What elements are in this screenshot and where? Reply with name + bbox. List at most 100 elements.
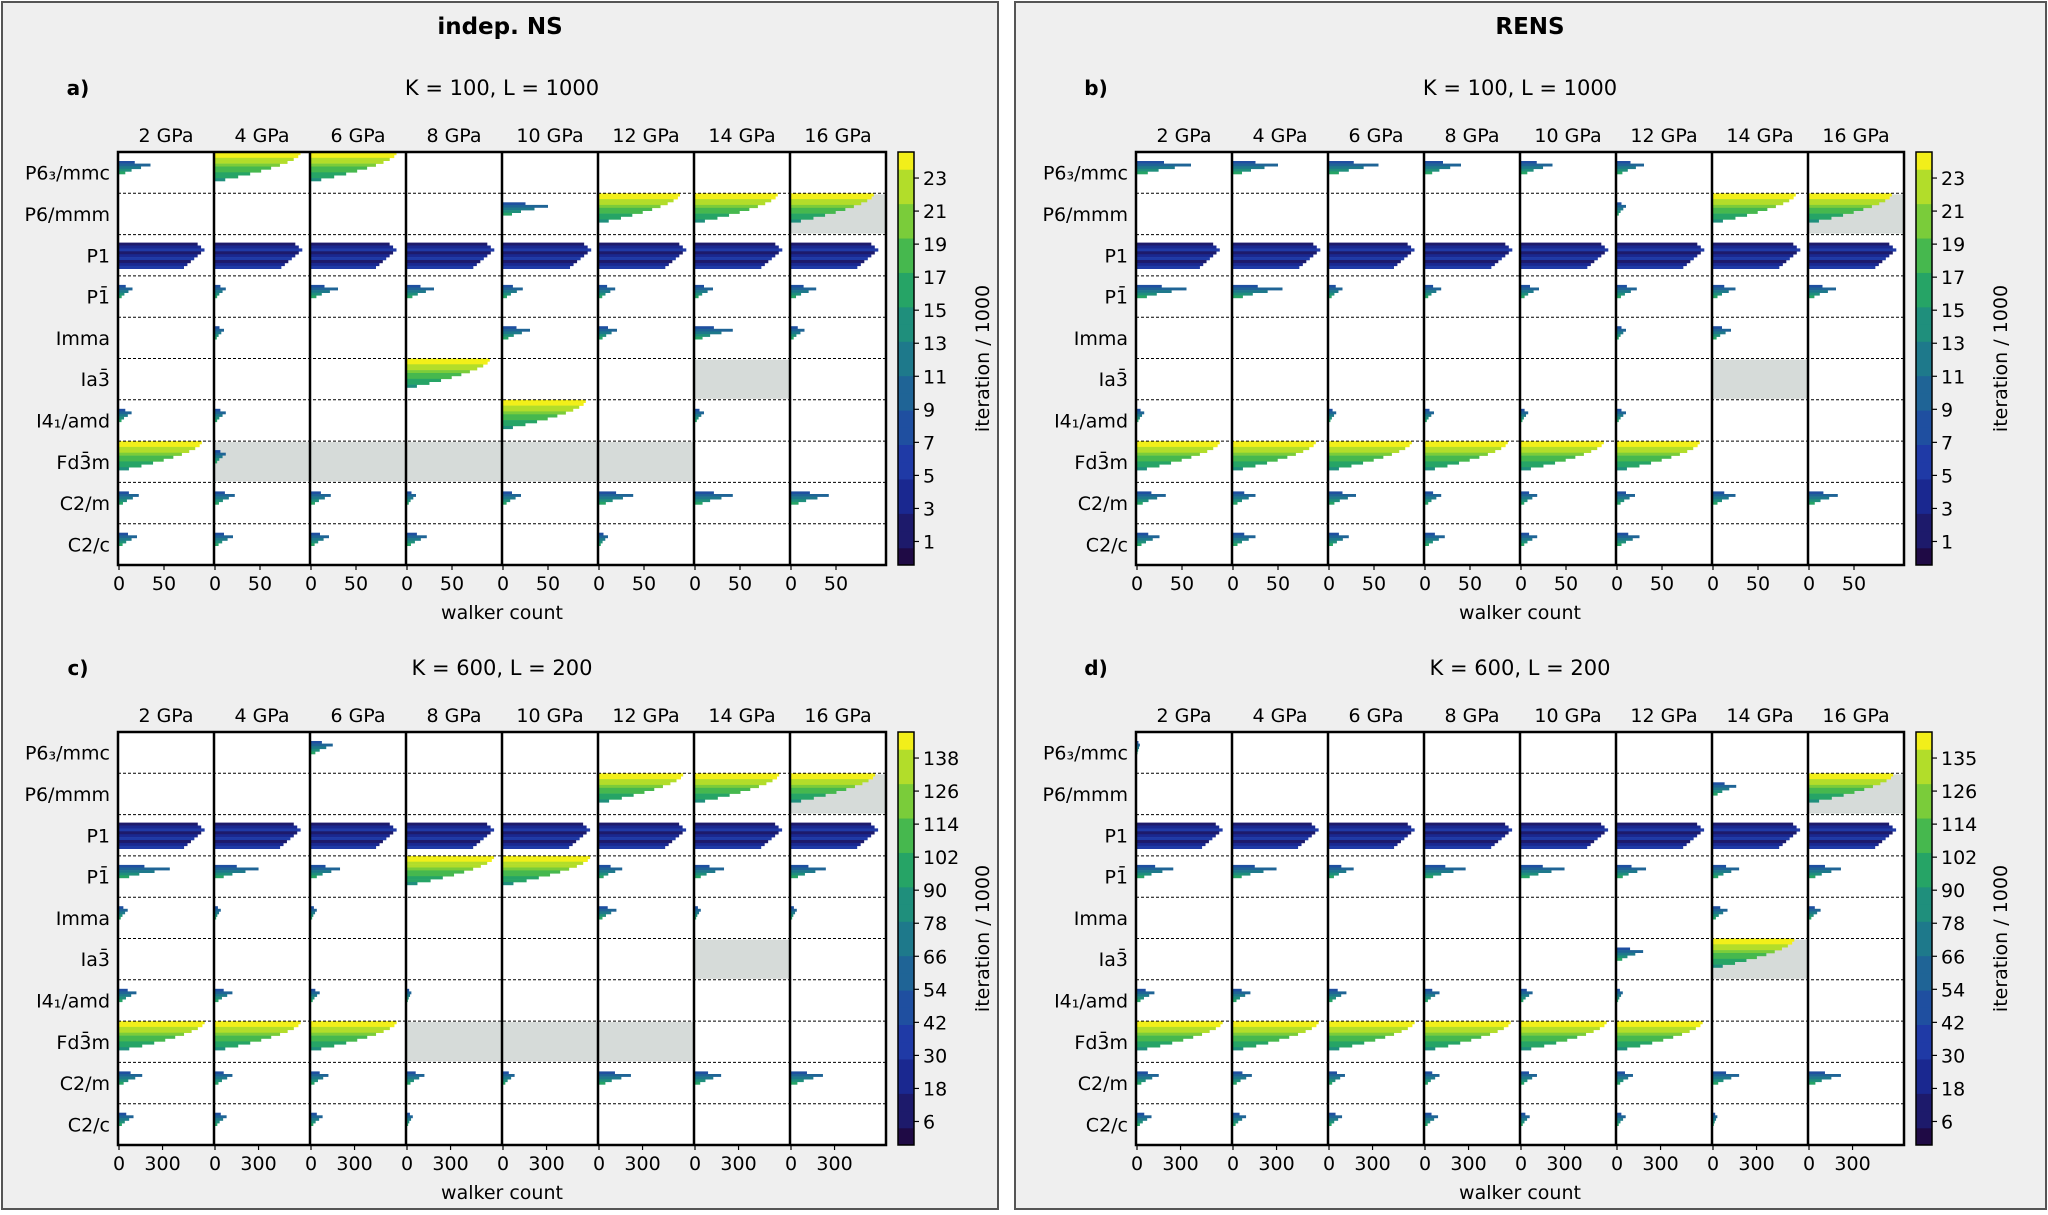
histogram-bar xyxy=(119,293,124,296)
histogram-bar xyxy=(1809,1082,1815,1085)
histogram-bar xyxy=(1233,823,1312,826)
histogram-bar xyxy=(1137,409,1141,412)
histogram-bar xyxy=(119,914,122,917)
histogram-bar xyxy=(1809,797,1832,800)
histogram-bar xyxy=(1233,295,1243,298)
histogram-bar xyxy=(1713,260,1786,263)
histogram-bar xyxy=(407,994,410,997)
histogram-bar xyxy=(1425,533,1435,536)
histogram-bar xyxy=(1425,538,1439,541)
colorbar-segment xyxy=(1916,513,1932,531)
histogram-bar xyxy=(1425,1030,1498,1033)
panel-title: K = 100, L = 1000 xyxy=(405,76,599,100)
histogram-bar xyxy=(1137,491,1151,494)
histogram-bar xyxy=(599,914,606,917)
histogram-bar xyxy=(1713,950,1775,953)
missing-cell xyxy=(407,442,501,481)
histogram-bar xyxy=(1521,1044,1544,1047)
histogram-bar xyxy=(1617,843,1687,846)
histogram-bar xyxy=(695,823,775,826)
x-tick-label: 300 xyxy=(432,1153,468,1175)
histogram-bar xyxy=(1809,295,1814,298)
colorbar-segment xyxy=(1916,376,1932,394)
histogram-bar xyxy=(1329,1113,1336,1116)
histogram-bar xyxy=(503,862,583,865)
histogram-bar xyxy=(791,1079,804,1082)
histogram-bar xyxy=(1329,263,1397,266)
histogram-bar xyxy=(1329,1082,1332,1085)
row-label: P6/mmm xyxy=(25,204,110,226)
histogram-bar xyxy=(215,823,294,826)
histogram-bar xyxy=(1137,450,1207,453)
histogram-bar xyxy=(1425,999,1428,1002)
histogram-bar xyxy=(407,1071,416,1074)
histogram-bar xyxy=(119,411,132,414)
colorbar-segment xyxy=(898,324,914,342)
histogram-bar xyxy=(1617,1030,1690,1033)
histogram-bar xyxy=(311,997,314,1000)
histogram-bar xyxy=(1617,1041,1652,1044)
histogram-bar xyxy=(599,791,644,794)
histogram-bar xyxy=(215,1115,227,1118)
missing-cell xyxy=(1713,360,1807,399)
histogram-bar xyxy=(1329,837,1404,840)
histogram-bar xyxy=(791,873,805,876)
colorbar-segment xyxy=(1916,990,1932,1008)
histogram-bar xyxy=(1617,453,1680,456)
histogram-bar xyxy=(311,744,333,747)
histogram-bar xyxy=(1137,243,1213,246)
histogram-bar xyxy=(1329,538,1343,541)
histogram-bar xyxy=(1809,491,1823,494)
histogram-bar xyxy=(1521,251,1605,254)
histogram-bar xyxy=(311,497,325,500)
histogram-bar xyxy=(1521,538,1532,541)
histogram-bar xyxy=(119,989,128,992)
histogram-bar xyxy=(119,999,122,1002)
histogram-bar xyxy=(1425,293,1431,296)
colorbar-tick-label: 114 xyxy=(923,814,959,836)
colorbar-tick-label: 9 xyxy=(1941,399,1953,421)
colorbar-segment xyxy=(898,801,914,819)
histogram-bar xyxy=(119,911,125,914)
histogram-bar xyxy=(215,1074,232,1077)
histogram-bar xyxy=(119,295,122,298)
histogram-bar xyxy=(1617,828,1704,831)
histogram-bar xyxy=(1713,840,1786,843)
histogram-bar xyxy=(1137,456,1191,459)
histogram-bar xyxy=(1233,450,1303,453)
colorbar-segment xyxy=(1916,255,1932,273)
histogram-bar xyxy=(695,285,704,288)
x-tick-label: 300 xyxy=(336,1153,372,1175)
histogram-bar xyxy=(1329,164,1379,167)
histogram-bar xyxy=(1521,826,1605,829)
colorbar-segment xyxy=(898,1128,914,1146)
histogram-bar xyxy=(503,295,507,298)
histogram-bar xyxy=(1329,414,1334,417)
histogram-bar xyxy=(1425,873,1441,876)
colorbar-tick-label: 1 xyxy=(923,531,935,553)
histogram-bar xyxy=(1329,834,1408,837)
histogram-bar xyxy=(1425,997,1431,1000)
histogram-bar xyxy=(311,1082,314,1085)
histogram-bar xyxy=(215,417,219,420)
row-label: P1̄ xyxy=(1104,284,1128,308)
histogram-bar xyxy=(1521,164,1553,167)
histogram-bar xyxy=(1809,791,1854,794)
histogram-bar xyxy=(215,458,219,461)
histogram-bar xyxy=(1521,288,1539,291)
x-tick-label: 50 xyxy=(1266,573,1290,595)
histogram-bar xyxy=(1809,494,1838,497)
colorbar-segment xyxy=(1916,1111,1932,1129)
histogram-bar xyxy=(695,491,714,494)
histogram-bar xyxy=(311,538,324,541)
histogram-bar xyxy=(311,994,317,997)
histogram-bar xyxy=(1713,205,1776,208)
histogram-bar xyxy=(407,285,421,288)
histogram-bar xyxy=(1233,1044,1256,1047)
histogram-bar xyxy=(1329,1036,1385,1039)
histogram-bar xyxy=(1425,840,1498,843)
histogram-bar xyxy=(791,260,864,263)
column-header: 6 GPa xyxy=(330,705,385,727)
histogram-bar xyxy=(1233,266,1299,269)
column-header: 6 GPa xyxy=(1348,705,1403,727)
